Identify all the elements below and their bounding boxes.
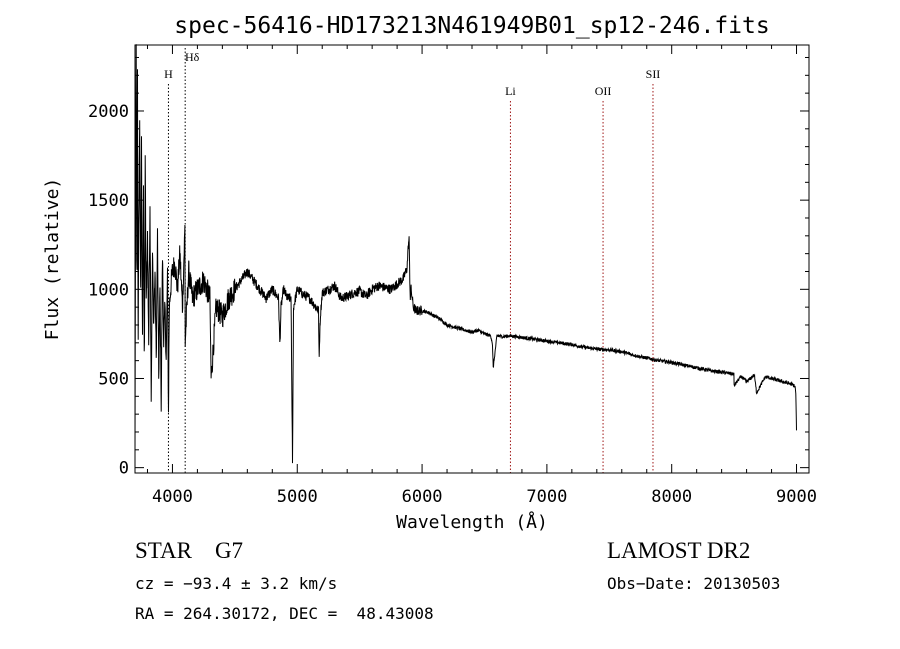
plot-frame: [134, 44, 810, 474]
chart-title: spec-56416-HD173213N461949B01_sp12-246.f…: [174, 13, 769, 39]
redshift-velocity: cz = −93.4 ± 3.2 km/s: [135, 574, 338, 593]
spectral-line-markers: H Hδ Li OII SII: [164, 48, 660, 473]
x-tick-label: 8000: [651, 487, 692, 507]
spectral-line-label: Hδ: [185, 50, 200, 64]
x-tick-label: 5000: [277, 487, 318, 507]
y-tick-label: 500: [98, 369, 129, 389]
spectrum-series-line: [134, 44, 797, 464]
spectral-line-label: OII: [595, 84, 612, 98]
x-axis-label: Wavelength (Å): [396, 511, 548, 533]
y-tick-label: 2000: [88, 102, 129, 122]
y-tick-label: 1500: [88, 191, 129, 211]
survey-name: LAMOST DR2: [607, 538, 751, 563]
spectral-line-label: H: [164, 67, 173, 81]
x-tick-label: 6000: [402, 487, 443, 507]
spectral-line-label: Li: [505, 84, 516, 98]
axis-ticks: 4000 5000 6000 7000 8000 9000 0 500 1000 1500 2000: [88, 45, 817, 507]
y-tick-label: 0: [119, 459, 129, 479]
x-tick-label: 7000: [526, 487, 567, 507]
y-axis-label: Flux (relative): [42, 178, 63, 341]
y-tick-label: 1000: [88, 280, 129, 300]
x-tick-label: 9000: [776, 487, 817, 507]
spectral-line-label: SII: [646, 67, 661, 81]
x-tick-label: 4000: [152, 487, 193, 507]
object-class: STAR G7: [135, 538, 244, 563]
observation-date: Obs−Date: 20130503: [607, 574, 781, 593]
coordinates: RA = 264.30172, DEC = 48.43008: [135, 604, 434, 623]
